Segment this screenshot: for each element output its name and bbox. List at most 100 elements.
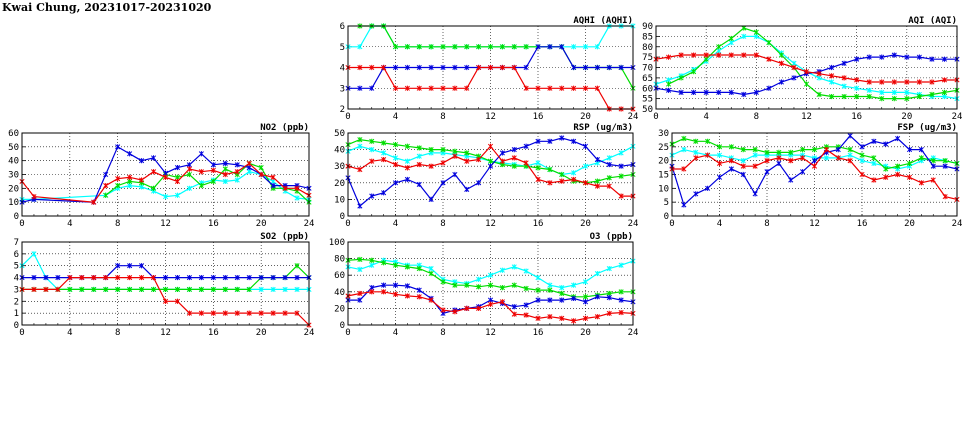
data-point xyxy=(416,153,422,159)
data-point xyxy=(571,295,577,302)
data-point xyxy=(198,286,204,293)
y-tick-label: 50 xyxy=(642,105,653,115)
x-tick-label: 8 xyxy=(754,112,759,122)
data-point xyxy=(559,85,565,91)
data-point xyxy=(452,309,458,315)
data-point xyxy=(487,272,494,278)
data-point xyxy=(571,64,577,71)
data-point xyxy=(115,144,121,150)
data-point xyxy=(895,163,901,169)
data-point xyxy=(174,178,181,185)
y-tick-label: 80 xyxy=(334,255,345,265)
data-point xyxy=(222,178,228,185)
data-point xyxy=(186,310,192,316)
data-point xyxy=(369,64,375,71)
chart-title: FSP (ug/m3) xyxy=(897,123,957,133)
data-point xyxy=(428,85,434,91)
data-point xyxy=(234,177,240,183)
data-point xyxy=(222,286,228,293)
data-point xyxy=(728,35,734,42)
x-tick-label: 20 xyxy=(580,328,591,338)
chart-title: O3 (ppb) xyxy=(590,232,633,242)
data-point xyxy=(511,64,517,71)
x-tick-label: 16 xyxy=(533,219,544,229)
data-point xyxy=(740,147,746,153)
y-tick-label: 100 xyxy=(329,238,345,248)
data-point xyxy=(381,190,387,196)
x-tick-label: 24 xyxy=(952,112,963,122)
data-point xyxy=(369,257,375,263)
data-point xyxy=(369,193,375,199)
data-point xyxy=(618,262,624,268)
y-tick-label: 75 xyxy=(642,53,653,63)
data-point xyxy=(464,186,470,193)
data-point xyxy=(487,44,494,50)
data-point xyxy=(823,155,829,161)
data-point xyxy=(523,44,529,50)
data-point xyxy=(800,169,806,175)
data-point xyxy=(381,64,387,71)
data-point xyxy=(270,286,276,293)
data-point xyxy=(91,286,97,293)
data-point xyxy=(705,138,711,144)
data-point xyxy=(866,54,872,60)
data-point xyxy=(258,171,264,178)
data-point xyxy=(918,147,924,153)
data-point xyxy=(606,265,612,272)
data-point xyxy=(440,180,446,186)
data-point xyxy=(535,44,541,50)
data-point xyxy=(871,160,877,167)
data-point xyxy=(841,60,847,66)
data-point xyxy=(270,310,276,316)
data-point xyxy=(681,135,687,142)
data-point xyxy=(776,160,782,167)
data-point xyxy=(67,286,73,293)
data-point xyxy=(871,138,877,144)
data-point xyxy=(404,64,410,71)
x-tick-label: 4 xyxy=(393,112,398,122)
data-point xyxy=(464,85,470,91)
data-point xyxy=(618,289,624,295)
x-tick-label: 0 xyxy=(653,112,658,122)
data-point xyxy=(416,294,422,300)
data-point xyxy=(127,151,133,157)
data-point xyxy=(428,196,434,202)
x-tick-label: 12 xyxy=(160,328,171,338)
data-point xyxy=(381,260,387,266)
data-point xyxy=(559,171,565,178)
data-point xyxy=(369,158,375,164)
data-point xyxy=(198,274,204,281)
data-point xyxy=(930,163,936,169)
y-tick-label: 5 xyxy=(664,198,669,208)
data-point xyxy=(186,171,192,178)
data-point xyxy=(440,147,446,153)
y-tick-label: 0 xyxy=(14,321,19,331)
data-point xyxy=(357,266,363,272)
plot-frame xyxy=(347,25,634,110)
data-point xyxy=(582,279,589,285)
data-point xyxy=(811,163,818,169)
y-tick-label: 85 xyxy=(642,32,653,42)
data-point xyxy=(942,158,948,164)
data-point xyxy=(464,150,470,156)
data-point xyxy=(392,161,399,168)
y-tick-label: 60 xyxy=(8,129,19,139)
x-tick-label: 24 xyxy=(304,219,315,229)
data-point xyxy=(618,64,624,71)
data-point xyxy=(559,315,565,321)
data-point xyxy=(618,297,624,303)
y-tick-label: 50 xyxy=(334,129,345,139)
data-point xyxy=(835,155,841,161)
data-point xyxy=(766,56,772,62)
data-point xyxy=(464,305,470,311)
data-point xyxy=(883,166,889,172)
plot-frame xyxy=(21,132,310,217)
data-point xyxy=(79,286,85,293)
page-title: Kwai Chung, 20231017-20231020 xyxy=(2,1,212,14)
data-point xyxy=(127,286,133,293)
data-point xyxy=(174,192,181,198)
data-point xyxy=(841,93,847,100)
data-point xyxy=(847,158,853,164)
x-tick-label: 12 xyxy=(160,219,171,229)
data-point xyxy=(800,147,806,153)
